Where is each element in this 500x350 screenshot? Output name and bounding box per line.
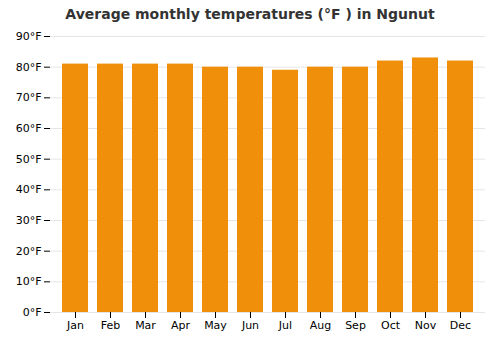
svg-text:Dec: Dec — [450, 319, 471, 332]
svg-text:Oct: Oct — [381, 319, 401, 332]
svg-text:Jun: Jun — [241, 319, 259, 332]
html-text:Average monthly temperatures (: Average monthly temperatures (°F ) in Ng… — [65, 6, 435, 22]
svg-text:Feb: Feb — [101, 319, 120, 332]
svg-text:0°F: 0°F — [23, 306, 42, 319]
svg-text:30°F: 30°F — [16, 214, 42, 227]
svg-text:Aug: Aug — [310, 319, 331, 332]
svg-text:10°F: 10°F — [16, 275, 42, 288]
svg-text:20°F: 20°F — [16, 245, 42, 258]
svg-text:70°F: 70°F — [16, 91, 42, 104]
svg-text:Apr: Apr — [171, 319, 191, 332]
svg-text:Jul: Jul — [278, 319, 292, 332]
svg-text:May: May — [204, 319, 227, 332]
svg-text:60°F: 60°F — [16, 122, 42, 135]
svg-text:80°F: 80°F — [16, 61, 42, 74]
svg-text:Sep: Sep — [345, 319, 366, 332]
svg-text:Nov: Nov — [415, 319, 437, 332]
svg-text:90°F: 90°F — [16, 30, 42, 43]
svg-text:Jan: Jan — [66, 319, 84, 332]
svg-text:40°F: 40°F — [16, 183, 42, 196]
svg-text:50°F: 50°F — [16, 153, 42, 166]
svg-text:Mar: Mar — [135, 319, 156, 332]
